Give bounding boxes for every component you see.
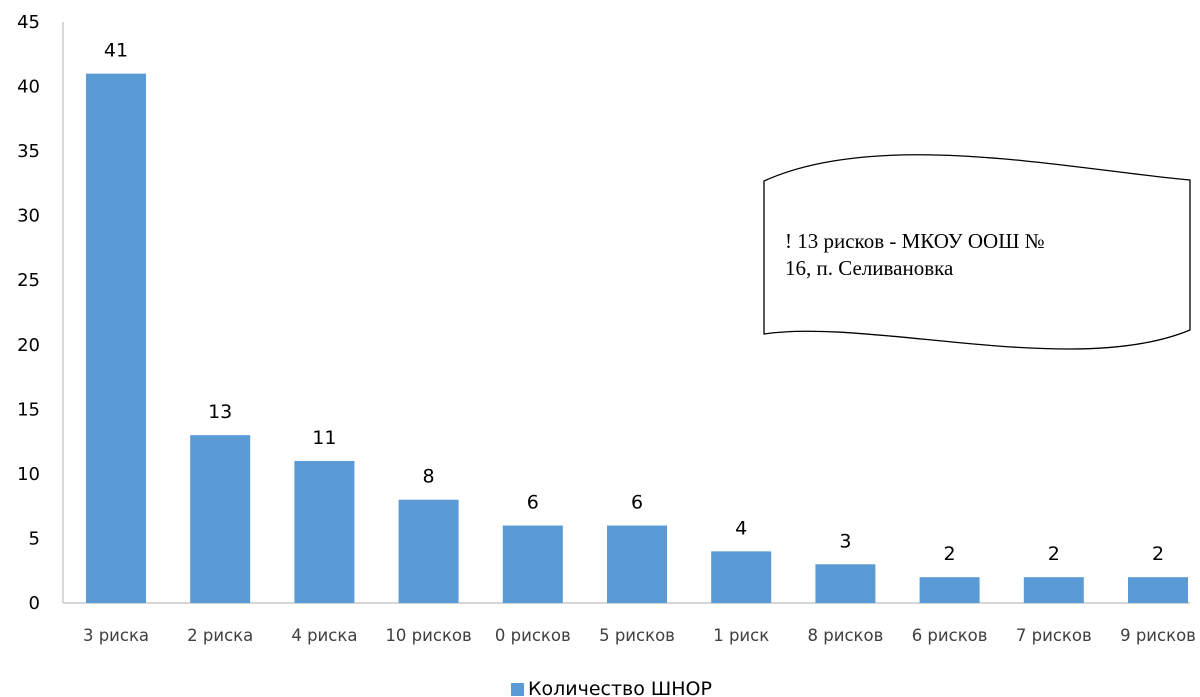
data-label: 6: [527, 492, 539, 514]
y-tick-label: 10: [17, 464, 40, 485]
category-label: 4 риска: [291, 626, 357, 645]
category-label: 2 риска: [187, 626, 253, 645]
y-tick-label: 40: [17, 77, 40, 98]
annotation-callout: ! 13 рисков - МКОУ ООШ № 16, п. Селивано…: [763, 154, 1191, 350]
data-label: 4: [735, 517, 747, 539]
bar: [398, 499, 459, 603]
data-label: 2: [1048, 543, 1060, 565]
bar: [815, 564, 876, 603]
category-label: 8 рисков: [808, 626, 884, 645]
bar: [86, 73, 146, 603]
bar: [1023, 577, 1084, 603]
bar: [919, 577, 980, 603]
bar: [294, 460, 355, 603]
data-label: 13: [208, 401, 232, 423]
category-label: 0 рисков: [495, 626, 571, 645]
bar-series: 41 13 11 8 6 6 4 3 2 2 2: [86, 40, 1188, 603]
wave-banner-shape: [763, 154, 1191, 350]
data-label: 2: [1152, 543, 1164, 565]
bar: [502, 525, 563, 603]
bar: [1128, 577, 1188, 603]
legend: Количество ШНОР: [511, 678, 712, 697]
y-tick-label: 5: [29, 528, 40, 549]
data-label: 6: [631, 492, 643, 514]
data-label: 41: [104, 40, 128, 62]
data-label: 2: [944, 543, 956, 565]
y-tick-label: 30: [17, 206, 40, 227]
y-tick-label: 25: [17, 270, 40, 291]
legend-label: Количество ШНОР: [528, 678, 712, 697]
bar: [607, 525, 667, 603]
data-label: 3: [839, 530, 851, 552]
category-label: 3 риска: [83, 626, 149, 645]
data-label: 11: [312, 427, 336, 449]
y-tick-label: 35: [17, 141, 40, 162]
y-tick-label: 15: [17, 399, 40, 420]
bar: [190, 435, 251, 603]
category-label: 5 рисков: [599, 626, 675, 645]
y-tick-label: 45: [17, 12, 40, 33]
category-label: 7 рисков: [1016, 626, 1092, 645]
category-label: 9 рисков: [1120, 626, 1196, 645]
y-tick-label: 0: [29, 593, 40, 614]
callout-line-2: 16, п. Селивановка: [785, 256, 954, 280]
callout-line-1: ! 13 рисков - МКОУ ООШ №: [785, 229, 1045, 253]
y-tick-label: 20: [17, 335, 40, 356]
bar: [711, 551, 772, 603]
category-label: 10 рисков: [385, 626, 471, 645]
category-label: 6 рисков: [912, 626, 988, 645]
y-axis-ticks: 0 5 10 15 20 25 30 35 40 45: [17, 12, 40, 614]
legend-swatch: [511, 683, 524, 696]
data-label: 8: [423, 466, 435, 488]
category-labels: 3 риска 2 риска 4 риска 10 рисков 0 рисков 5 …: [83, 626, 1196, 645]
category-label: 1 риск: [713, 626, 769, 645]
